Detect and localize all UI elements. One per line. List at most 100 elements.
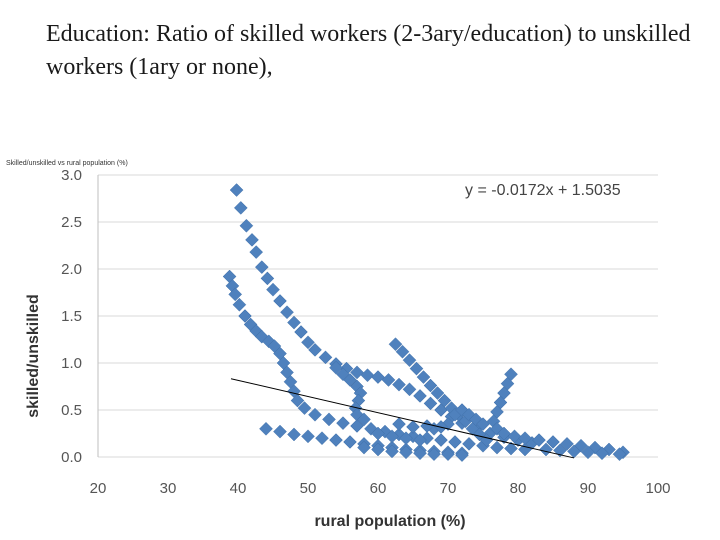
data-point — [329, 433, 343, 447]
data-point — [245, 233, 259, 247]
data-point — [507, 429, 522, 444]
x-tick-label: 20 — [90, 480, 107, 497]
data-point — [315, 431, 329, 446]
data-point — [532, 433, 546, 447]
data-point — [308, 407, 322, 422]
data-point — [490, 440, 504, 455]
x-tick-label: 50 — [300, 480, 317, 497]
trendline — [230, 378, 575, 459]
data-point — [228, 287, 243, 302]
data-point — [273, 294, 287, 308]
slide-title: Education: Ratio of skilled workers (2-3… — [46, 21, 691, 80]
data-point — [371, 442, 385, 457]
data-point — [612, 447, 627, 462]
data-point — [318, 350, 333, 365]
data-point — [399, 431, 413, 446]
data-point — [402, 353, 417, 368]
data-point — [350, 365, 364, 380]
data-point — [406, 420, 420, 434]
data-point — [497, 426, 511, 441]
x-tick-label: 40 — [230, 480, 247, 497]
data-point — [260, 271, 275, 286]
data-point — [381, 373, 396, 387]
data-point — [294, 325, 308, 339]
data-point — [249, 245, 264, 259]
data-point — [371, 426, 385, 441]
y-tick-label: 1.0 — [61, 355, 82, 372]
data-point — [427, 447, 441, 462]
data-point — [455, 448, 469, 462]
data-point — [232, 297, 247, 312]
x-axis-ticks: 20 30 40 50 60 70 80 90 100 — [90, 480, 671, 497]
data-point — [239, 218, 254, 233]
data-point — [437, 393, 452, 408]
data-point — [329, 360, 343, 375]
data-point — [423, 378, 438, 393]
data-point — [238, 309, 252, 323]
data-point — [280, 305, 294, 320]
data-point — [301, 335, 315, 350]
chart-title: Skilled/unskilled vs rural population (%… — [6, 160, 128, 167]
data-point — [423, 396, 438, 411]
data-point — [420, 419, 434, 433]
data-point — [448, 435, 462, 449]
data-point — [322, 412, 336, 427]
data-point — [233, 201, 248, 215]
data-point — [336, 416, 350, 431]
data-point — [350, 419, 364, 433]
data-point — [504, 441, 518, 456]
data-point — [259, 421, 273, 436]
data-point — [388, 337, 403, 352]
data-point — [546, 435, 560, 449]
data-point — [560, 436, 574, 451]
data-point — [266, 282, 280, 297]
x-tick-label: 30 — [160, 480, 177, 497]
data-point — [308, 342, 322, 357]
x-axis-title: rural population (%) — [314, 513, 465, 530]
data-points — [222, 183, 630, 462]
data-point — [581, 445, 595, 460]
data-point — [441, 447, 455, 462]
data-point — [462, 436, 476, 451]
y-tick-label: 0.0 — [61, 449, 82, 466]
trendline-equation: y = -0.0172x + 1.5035 — [465, 182, 621, 199]
data-point — [357, 440, 371, 455]
data-point — [416, 370, 431, 384]
x-tick-label: 60 — [370, 480, 387, 497]
data-point — [385, 429, 399, 444]
trendline-line — [230, 378, 575, 459]
y-axis-ticks: 0.0 0.5 1.0 1.5 2.0 2.5 3.0 — [61, 167, 82, 466]
data-point — [273, 424, 287, 439]
data-point — [402, 382, 417, 397]
x-tick-label: 70 — [440, 480, 457, 497]
data-point — [290, 393, 305, 408]
y-tick-label: 0.5 — [61, 402, 82, 419]
data-point — [409, 361, 424, 376]
y-axis-title: skilled/unskilled — [25, 294, 42, 418]
data-point — [476, 417, 490, 431]
data-point — [360, 368, 375, 383]
data-point — [254, 260, 269, 274]
data-point — [413, 446, 427, 461]
data-point — [287, 427, 301, 442]
data-point — [399, 445, 413, 460]
data-point — [395, 344, 410, 359]
y-tick-label: 1.5 — [61, 308, 82, 325]
data-point — [287, 315, 301, 330]
data-point — [343, 373, 357, 387]
data-point — [392, 377, 406, 392]
data-point — [392, 417, 406, 431]
data-point — [297, 401, 312, 415]
y-tick-label: 3.0 — [61, 167, 82, 184]
data-point — [595, 446, 609, 461]
y-tick-label: 2.5 — [61, 214, 82, 231]
data-point — [301, 429, 315, 444]
data-point — [357, 412, 371, 427]
data-point — [371, 370, 385, 384]
data-point — [343, 435, 357, 449]
data-point — [518, 431, 532, 446]
x-tick-label: 100 — [645, 480, 670, 497]
data-point — [430, 386, 445, 400]
y-tick-label: 2.0 — [61, 261, 82, 278]
gridlines — [97, 174, 658, 458]
